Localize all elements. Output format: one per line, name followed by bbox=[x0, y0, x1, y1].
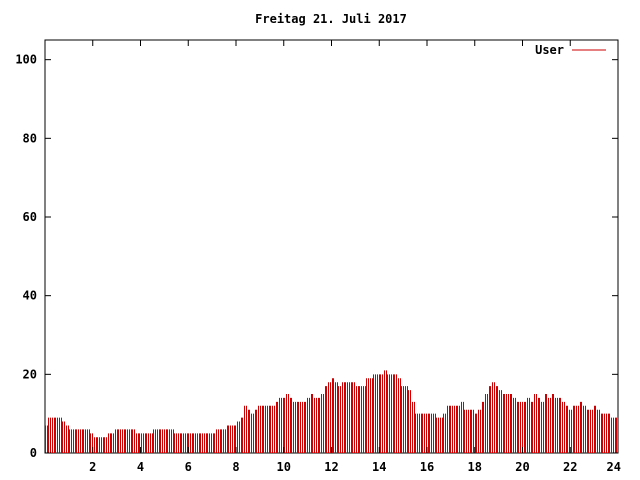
x-tick-label: 18 bbox=[468, 460, 482, 474]
x-tick-label: 2 bbox=[89, 460, 96, 474]
x-tick-label: 16 bbox=[420, 460, 434, 474]
bar-series bbox=[45, 370, 617, 453]
y-tick-label: 0 bbox=[30, 446, 37, 460]
y-tick-label: 60 bbox=[23, 210, 37, 224]
x-tick-label: 24 bbox=[607, 460, 621, 474]
x-tick-label: 20 bbox=[515, 460, 529, 474]
x-tick-label: 6 bbox=[185, 460, 192, 474]
x-tick-label: 8 bbox=[232, 460, 239, 474]
chart-title: Freitag 21. Juli 2017 bbox=[255, 12, 407, 26]
x-tick-label: 10 bbox=[277, 460, 291, 474]
y-tick-label: 80 bbox=[23, 131, 37, 145]
y-tick-label: 20 bbox=[23, 367, 37, 381]
y-axis: 0 20 40 60 80 100 bbox=[15, 53, 618, 460]
x-tick-label: 14 bbox=[372, 460, 386, 474]
x-tick-label: 12 bbox=[324, 460, 338, 474]
y-tick-label: 100 bbox=[15, 53, 37, 67]
x-tick-label: 22 bbox=[563, 460, 577, 474]
legend: User bbox=[535, 43, 606, 57]
legend-label: User bbox=[535, 43, 564, 57]
x-axis: 2 4 6 8 10 12 14 16 18 20 22 24 bbox=[89, 40, 621, 474]
plot-area bbox=[44, 39, 619, 454]
x-tick-label: 4 bbox=[137, 460, 144, 474]
y-tick-label: 40 bbox=[23, 289, 37, 303]
